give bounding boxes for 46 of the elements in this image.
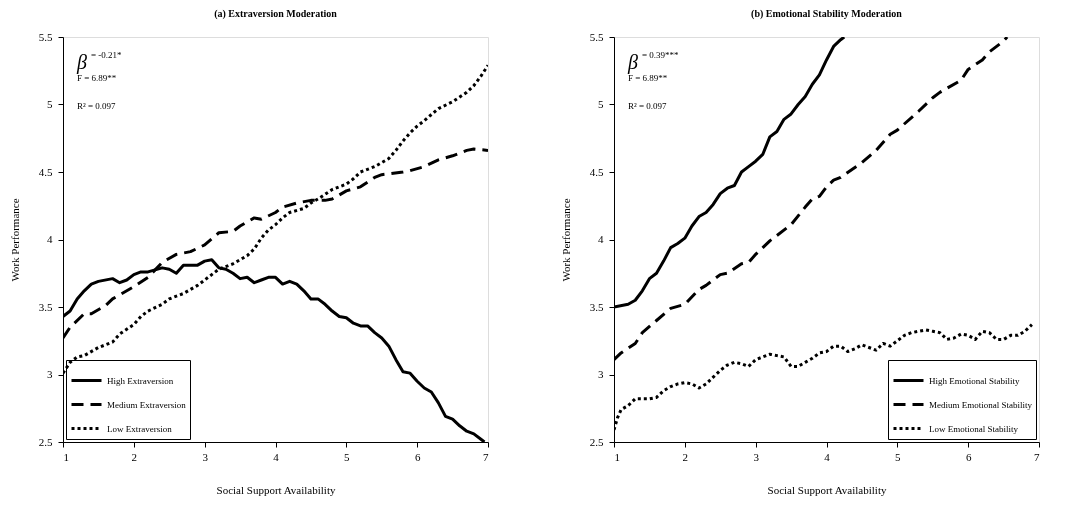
y-tick-label: 4 — [47, 233, 53, 245]
legend-label: High Extraversion — [107, 375, 174, 386]
y-tick-label: 4.5 — [38, 165, 53, 178]
legend-label: Low Extraversion — [107, 423, 173, 434]
y-axis-title: Work Performance — [8, 198, 21, 282]
x-tick-label: 6 — [414, 450, 421, 463]
y-tick-label: 3 — [598, 368, 604, 380]
y-axis-title: Work Performance — [559, 198, 572, 282]
y-tick-label: 3.5 — [589, 300, 604, 313]
legend-label: Medium Extraversion — [107, 399, 187, 410]
x-tick-label: 6 — [965, 450, 972, 463]
y-tick-label: 5.5 — [38, 30, 53, 43]
y-tick-label: 5 — [598, 98, 604, 110]
y-tick-label: 2.5 — [589, 435, 604, 448]
y-tick-label: 2.5 — [38, 435, 53, 448]
x-tick-label: 2 — [131, 450, 138, 463]
y-tick-label: 4.5 — [589, 165, 604, 178]
x-tick-label: 2 — [682, 450, 689, 463]
y-tick-label: 3 — [47, 368, 53, 380]
x-tick-label: 3 — [202, 450, 209, 463]
x-tick-label: 4 — [273, 450, 280, 463]
legend-label: Medium Emotional Stability — [929, 399, 1033, 410]
legend-label: Low Emotional Stability — [929, 423, 1019, 434]
annotation: R² = 0.097 — [628, 101, 668, 111]
x-tick-label: 3 — [753, 450, 760, 463]
x-axis-title: Social Support Availability — [767, 483, 887, 496]
annotation: F = 6.89** — [628, 73, 668, 83]
y-tick-label: 5.5 — [589, 30, 604, 43]
x-axis-title: Social Support Availability — [216, 483, 336, 496]
annotation: R² = 0.097 — [77, 101, 117, 111]
legend-label: High Emotional Stability — [929, 375, 1020, 386]
x-tick-label: 7 — [1034, 450, 1040, 463]
x-tick-label: 5 — [344, 450, 351, 463]
chart-title: (b) Emotional Stability Moderation — [751, 8, 903, 20]
x-tick-label: 5 — [895, 450, 902, 463]
annotation: β= -0.21* — [76, 50, 123, 74]
annotation: β= 0.39*** — [627, 50, 680, 74]
x-tick-label: 4 — [824, 450, 831, 463]
x-tick-label: 1 — [63, 450, 69, 463]
y-tick-label: 4 — [598, 233, 604, 245]
y-tick-label: 5 — [47, 98, 53, 110]
y-tick-label: 3.5 — [38, 300, 53, 313]
chart-title: (a) Extraversion Moderation — [214, 8, 338, 20]
x-tick-label: 7 — [483, 450, 489, 463]
annotation: F = 6.89** — [77, 73, 117, 83]
x-tick-label: 1 — [614, 450, 620, 463]
